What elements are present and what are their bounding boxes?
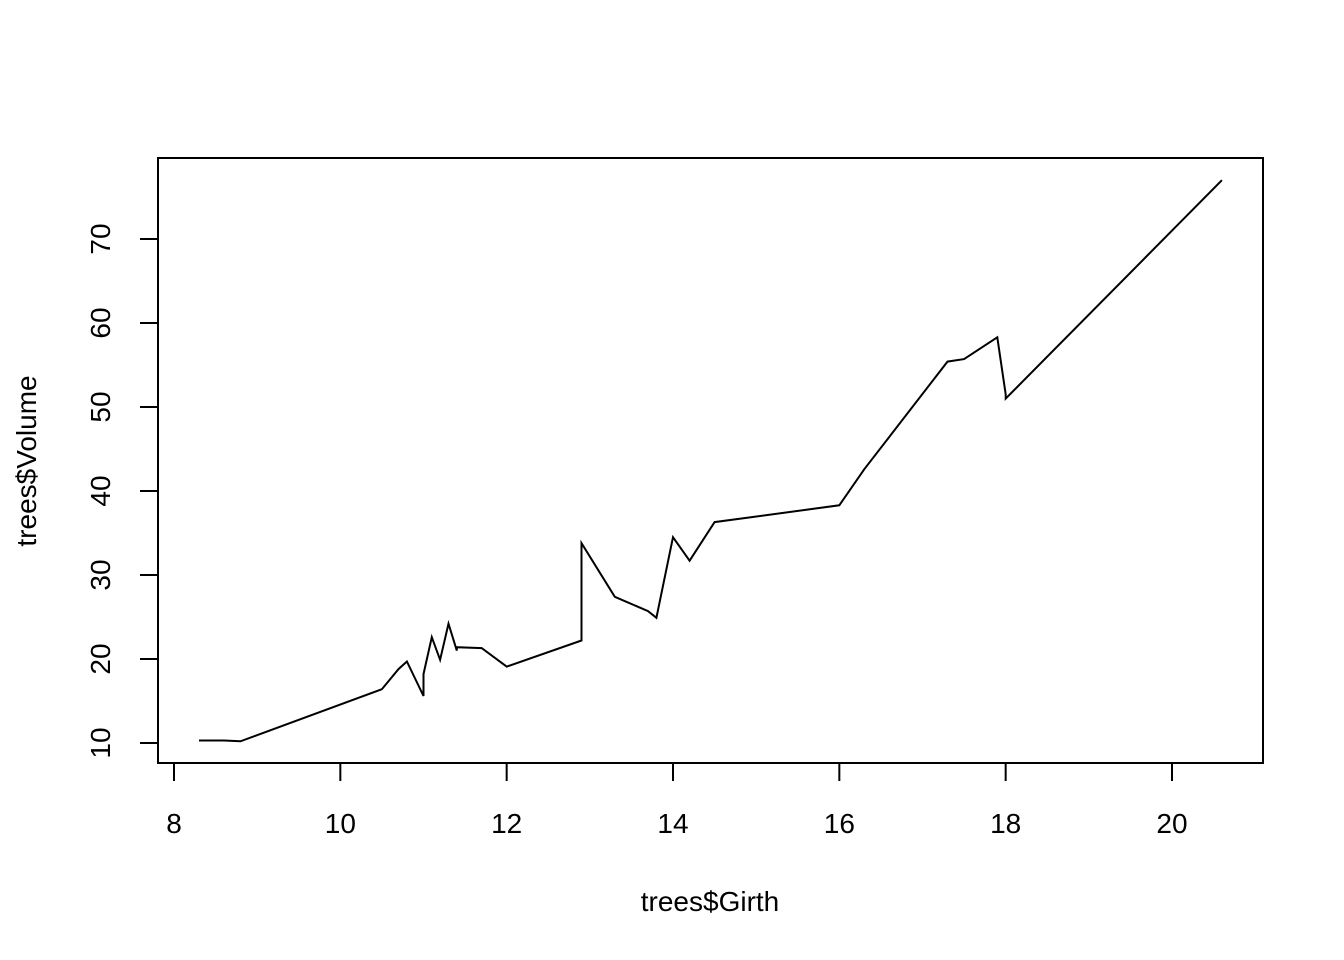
y-tick-label: 70 <box>85 223 116 254</box>
x-tick-label: 18 <box>990 808 1021 839</box>
x-tick-label: 10 <box>325 808 356 839</box>
y-tick-label: 50 <box>85 391 116 422</box>
x-tick-label: 20 <box>1156 808 1187 839</box>
y-tick-label: 60 <box>85 307 116 338</box>
y-tick-label: 10 <box>85 727 116 758</box>
x-tick-label: 12 <box>491 808 522 839</box>
y-axis: 10 20 30 40 50 60 70 <box>85 223 159 759</box>
y-axis-label: trees$Volume <box>11 375 42 546</box>
volume-series-line <box>199 179 1223 743</box>
plot-frame <box>157 157 1264 764</box>
x-tick-label: 14 <box>657 808 688 839</box>
y-tick-label: 30 <box>85 559 116 590</box>
x-tick-label: 16 <box>824 808 855 839</box>
x-axis-label: trees$Girth <box>641 886 780 917</box>
x-axis: 8 10 12 14 16 18 20 <box>166 762 1188 839</box>
y-tick-label: 20 <box>85 643 116 674</box>
x-tick-label: 8 <box>166 808 182 839</box>
y-tick-label: 40 <box>85 475 116 506</box>
